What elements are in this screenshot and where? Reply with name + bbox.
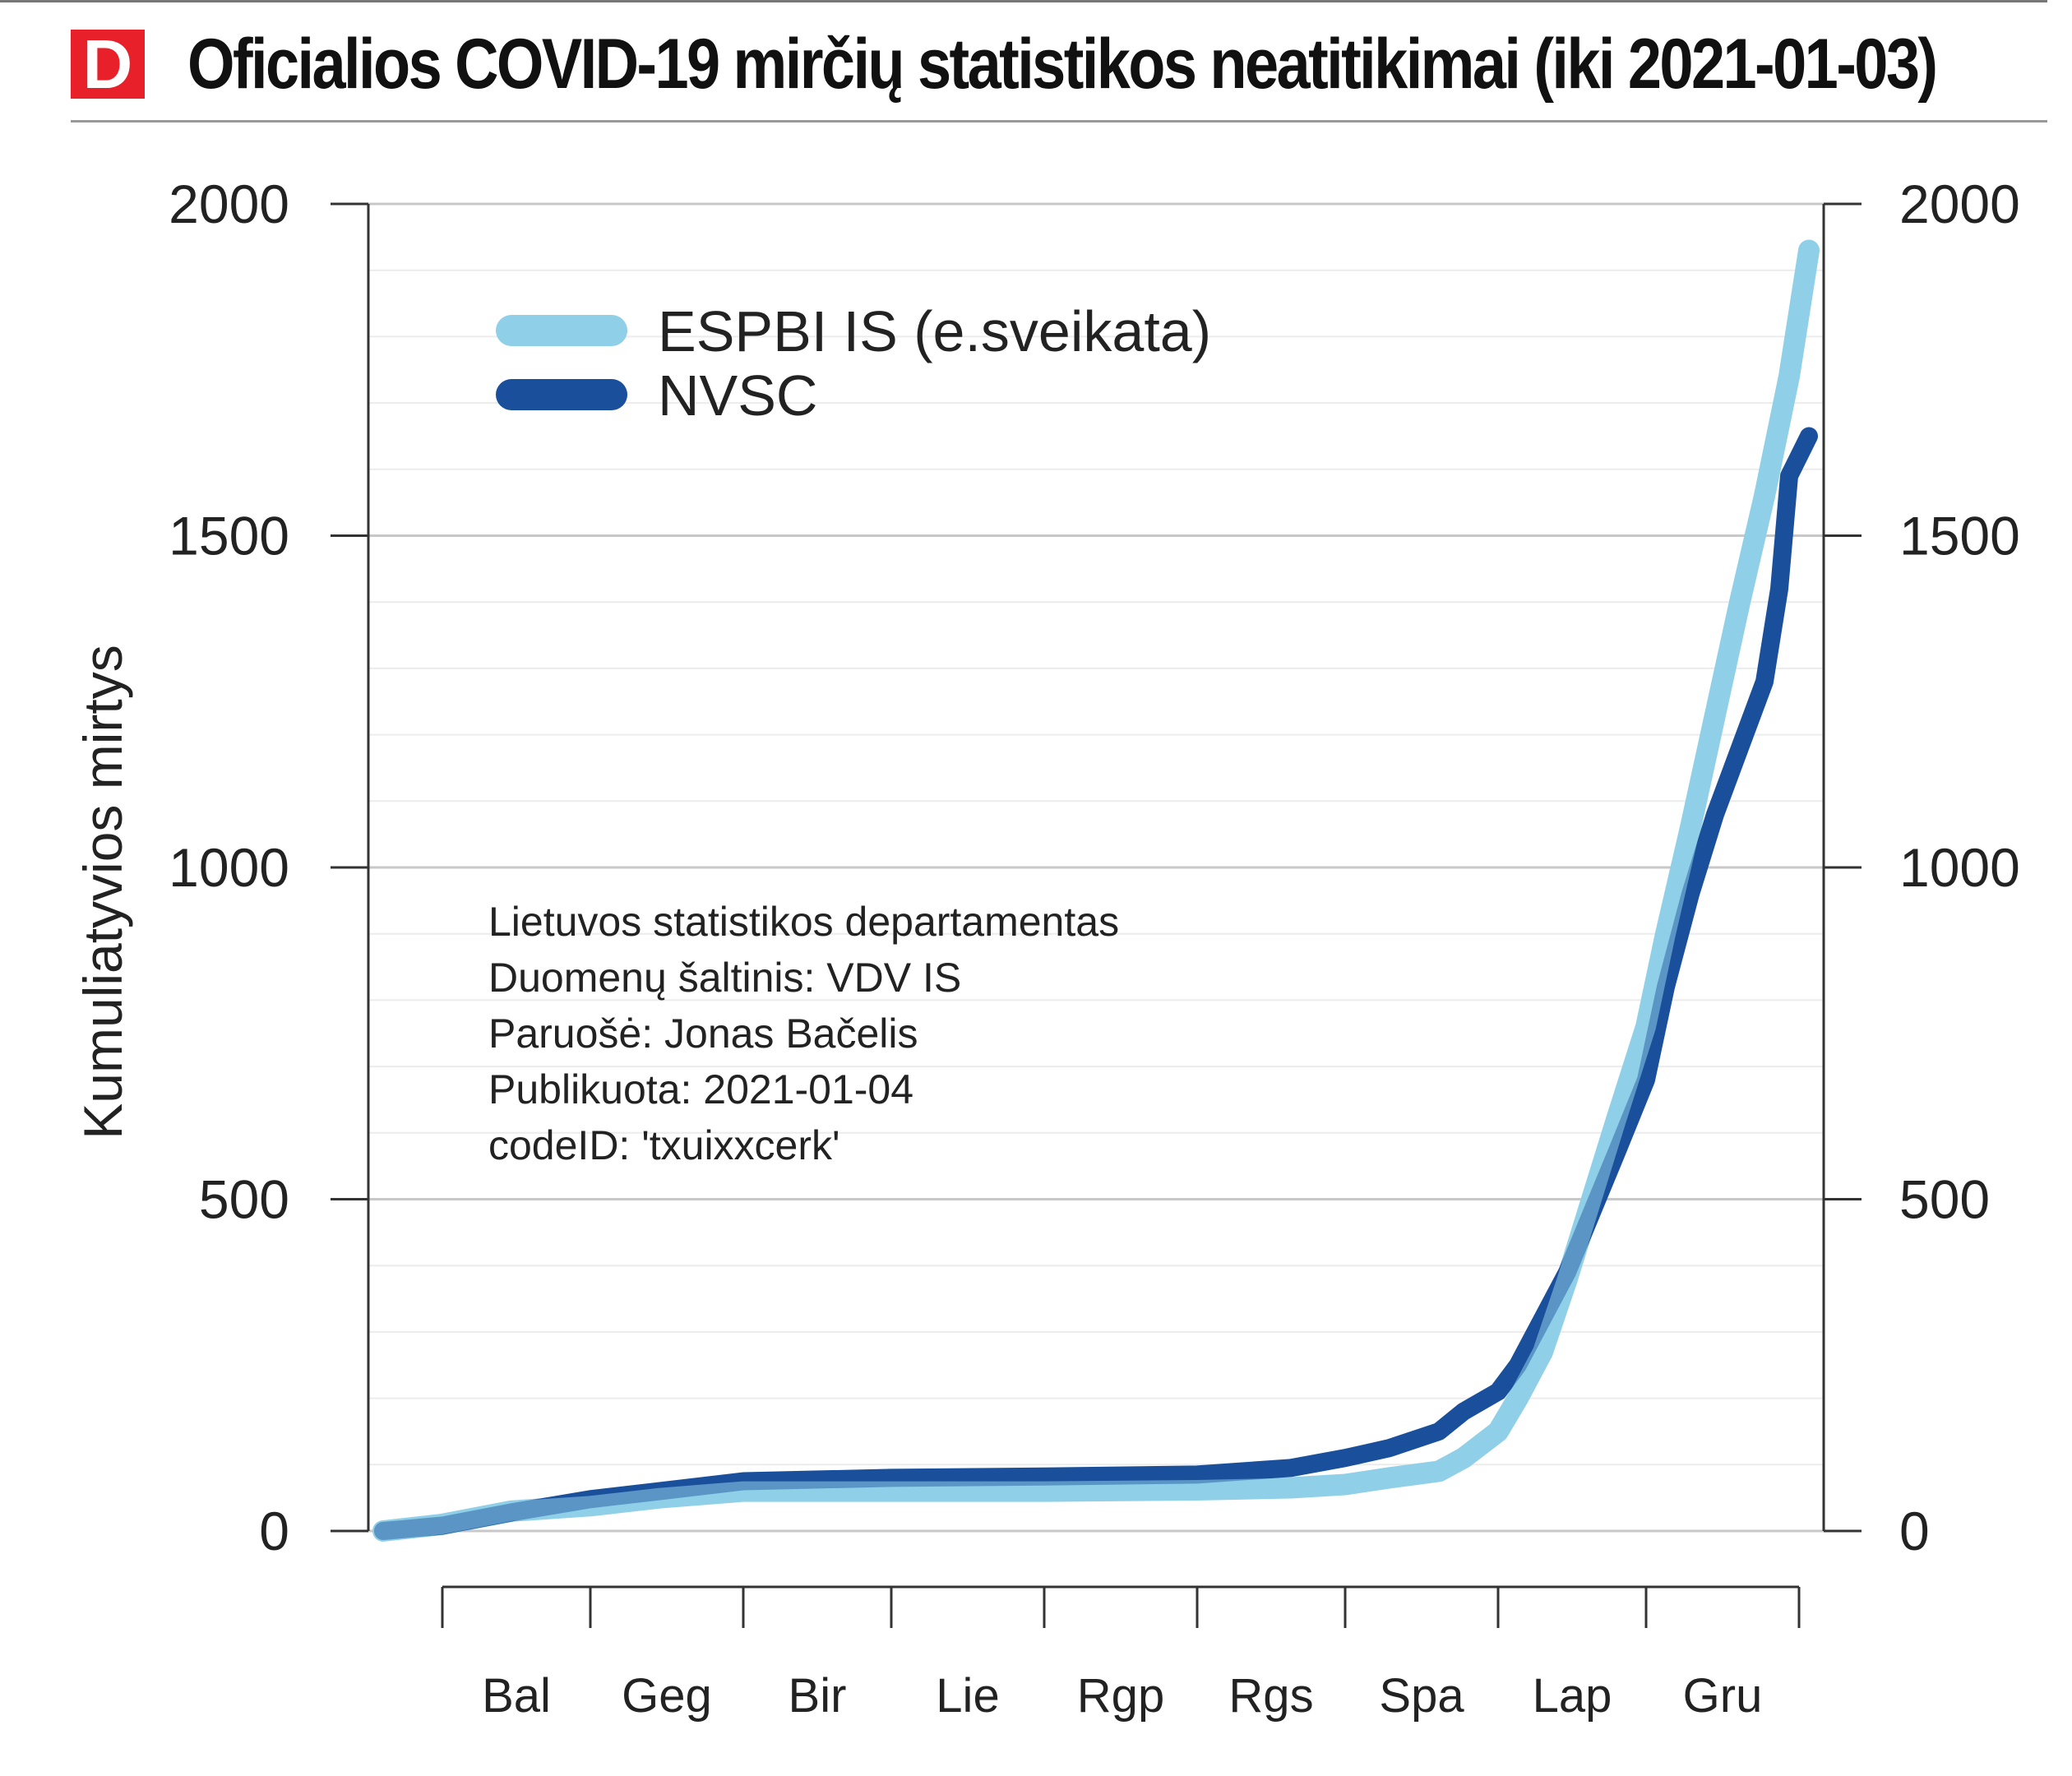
left-y-tick-label: 500 [199, 1169, 289, 1230]
espbi-series-overlay [373, 240, 1819, 1541]
brand-logo: D [71, 30, 145, 99]
x-tick-label: Lap [1533, 1669, 1612, 1723]
right-y-tick-label: 1000 [1899, 837, 2020, 898]
right-y-tick-label: 2000 [1899, 173, 2020, 234]
x-tick-label: Gru [1683, 1669, 1763, 1723]
series [372, 239, 1820, 1542]
x-tick-label: Bir [789, 1669, 847, 1723]
source-note-line: codeID: 'txuixxcerk' [488, 1122, 840, 1168]
source-note-line: Lietuvos statistikos departamentas [488, 899, 1119, 945]
header: D Oficialios COVID-19 mirčių statistikos… [0, 0, 2072, 132]
right-y-tick-label: 1500 [1899, 506, 2020, 567]
title-divider [71, 120, 2047, 123]
source-note: Lietuvos statistikos departamentas Duomen… [488, 899, 1119, 1168]
x-tick-label: Rgs [1228, 1669, 1313, 1723]
x-tick-label: Geg [622, 1669, 712, 1723]
left-y-tick-label: 2000 [169, 173, 289, 234]
page-title: Oficialios COVID-19 mirčių statistikos n… [187, 25, 1938, 104]
right-y-tick-label: 500 [1899, 1169, 1990, 1230]
left-y-tick-label: 0 [259, 1501, 289, 1561]
x-tick-label: Bal [482, 1669, 551, 1723]
left-y-tick-label: 1500 [169, 506, 289, 567]
x-tick-label: Spa [1379, 1669, 1464, 1723]
right-y-tick-label: 0 [1899, 1501, 1930, 1561]
left-y-tick-label: 1000 [169, 837, 289, 898]
source-note-line: Paruošė: Jonas Bačelis [488, 1011, 918, 1057]
x-tick-label: Rgp [1077, 1669, 1164, 1723]
source-note-line: Publikuota: 2021-01-04 [488, 1066, 913, 1112]
legend-label-nvsc: NVSC [658, 363, 817, 428]
legend-label-espbi: ESPBI IS (e.sveikata) [658, 299, 1211, 363]
top-rule [0, 0, 2047, 2]
axes: 0 0 500 500 1000 1000 1500 1500 2000 2000 Bal Geg Bi… [169, 173, 2020, 1723]
legend: ESPBI IS (e.sveikata)NVSC [496, 299, 1211, 428]
espbi-series-line [372, 239, 1820, 1542]
source-note-line: Duomenų šaltinis: VDV IS [488, 955, 961, 1001]
grid [368, 202, 1824, 1533]
x-tick-label: Lie [936, 1669, 999, 1723]
y-axis-label: Kumuliatyvios mirtys [72, 645, 133, 1139]
